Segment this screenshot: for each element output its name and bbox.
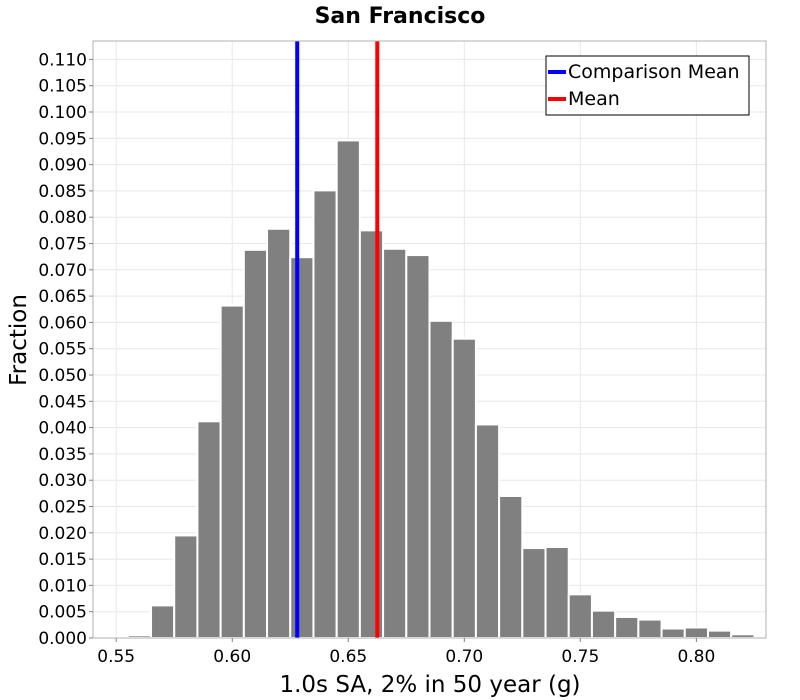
histogram-bar [173, 534, 199, 639]
histogram-bar [382, 247, 408, 640]
y-tick-label: 0.075 [38, 235, 87, 255]
x-tick-label: 0.75 [561, 647, 599, 667]
y-tick-label: 0.010 [38, 576, 87, 596]
y-tick-label: 0.020 [38, 524, 87, 544]
chart-title: San Francisco [315, 4, 486, 29]
y-tick-label: 0.080 [38, 208, 87, 228]
histogram-bar [196, 420, 222, 639]
histogram-bars [103, 139, 756, 640]
histogram-bar [289, 256, 315, 639]
y-tick-label: 0.105 [38, 77, 87, 97]
y-tick-label: 0.085 [38, 182, 87, 202]
legend-label-mean: Mean [568, 88, 620, 110]
x-tick-label: 0.60 [213, 647, 251, 667]
y-tick-label: 0.015 [38, 550, 87, 570]
histogram-bar [706, 629, 733, 639]
y-tick-label: 0.095 [38, 129, 87, 149]
y-tick-label: 0.110 [38, 50, 87, 70]
histogram-bar [428, 319, 454, 639]
y-tick-label: 0.100 [38, 103, 87, 123]
y-tick-label: 0.060 [38, 313, 87, 333]
plot-frame [92, 40, 767, 639]
histogram-bar [683, 626, 709, 639]
y-tick-label: 0.025 [38, 498, 87, 518]
x-axis-label: 1.0s SA, 2% in 50 year (g) [279, 672, 580, 698]
x-axis-ticks: 0.55 0.60 0.65 0.70 0.75 0.80 [97, 638, 715, 667]
histogram-bar [219, 304, 245, 639]
histogram-bar [567, 593, 593, 639]
histogram-bar [242, 248, 269, 639]
legend-label-comparison-mean: Comparison Mean [568, 61, 740, 83]
y-tick-label: 0.090 [38, 156, 87, 176]
histogram-bar [590, 609, 617, 639]
histogram-bar [312, 189, 338, 639]
y-tick-label: 0.040 [38, 419, 87, 439]
mean-lines [295, 41, 380, 638]
y-tick-label: 0.065 [38, 287, 87, 307]
histogram-bar [521, 547, 547, 639]
y-tick-label: 0.055 [38, 340, 87, 360]
histogram-bar [150, 604, 176, 640]
y-tick-label: 0.000 [38, 629, 87, 649]
histogram-bar [405, 254, 431, 640]
y-tick-label: 0.030 [38, 471, 87, 491]
histogram-bar [637, 618, 663, 640]
legend-box [545, 55, 750, 116]
x-tick-label: 0.55 [97, 647, 135, 667]
x-tick-label: 0.80 [677, 647, 715, 667]
x-tick-label: 0.65 [329, 647, 367, 667]
x-tick-label: 0.70 [445, 647, 483, 667]
histogram-bar [358, 229, 385, 639]
y-tick-label: 0.050 [38, 366, 87, 386]
y-axis-label: Fraction [6, 294, 32, 386]
histogram-bar [266, 227, 292, 639]
y-tick-label: 0.045 [38, 392, 87, 412]
histogram-bar [730, 633, 756, 639]
y-tick-label: 0.070 [38, 261, 87, 281]
histogram-bar [474, 423, 501, 639]
histogram-bar [614, 615, 640, 639]
y-tick-label: 0.005 [38, 603, 87, 623]
histogram-bar [451, 337, 477, 639]
histogram-bar [544, 546, 570, 640]
legend: Comparison Mean Mean [545, 55, 750, 116]
histogram-bar [498, 494, 524, 640]
histogram-bar [660, 627, 686, 640]
y-tick-label: 0.035 [38, 445, 87, 465]
y-axis-ticks: 0.000 0.005 0.010 0.015 0.020 0.025 0.030 0.035… [38, 50, 93, 649]
histogram-bar [335, 139, 361, 640]
